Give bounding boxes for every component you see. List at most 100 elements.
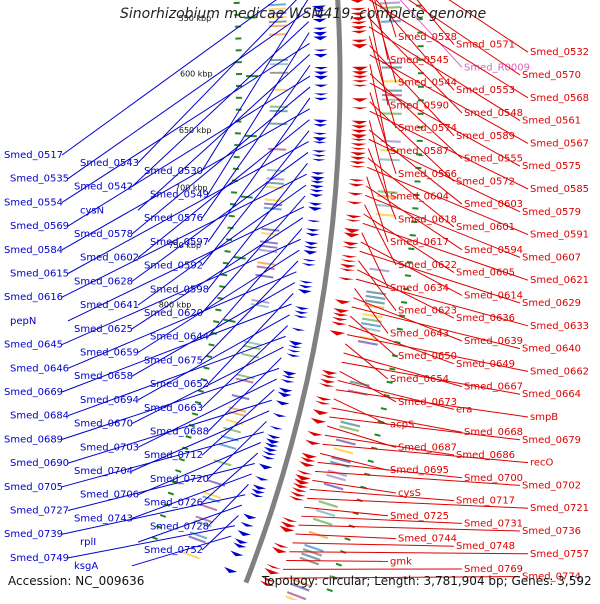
minor-tick xyxy=(198,390,204,391)
gene-label-plus: Smed_0579 xyxy=(522,207,581,218)
plus-strand-gene xyxy=(350,161,366,164)
gene-label-plus: Smed_0590 xyxy=(390,100,449,111)
gene-label-plus: Smed_0649 xyxy=(456,359,515,370)
minor-tick xyxy=(209,344,215,345)
plus-strand-gene xyxy=(322,370,338,375)
gene-label-minus: Smed_0727 xyxy=(10,506,69,517)
gene-connector xyxy=(202,65,310,218)
minus-strand-gene xyxy=(255,476,268,480)
minus-strand-gene xyxy=(314,85,328,87)
minor-tick xyxy=(408,248,414,249)
gene-label-minus: Smed_0616 xyxy=(4,292,63,303)
gene-label-minus: Smed_0584 xyxy=(4,245,63,256)
minor-tick xyxy=(412,208,418,209)
gene-label-plus: smpB xyxy=(530,412,558,423)
plus-strand-gene xyxy=(350,157,366,160)
gene-connector xyxy=(362,233,388,288)
minus-strand-gene xyxy=(309,202,323,205)
plus-strand-gene xyxy=(305,440,320,445)
gene-label-minus: Smed_0576 xyxy=(144,213,203,224)
cog-block xyxy=(318,500,338,508)
gene-label-plus: Smed_0567 xyxy=(530,138,589,149)
gene-label-plus: Smed_0568 xyxy=(530,93,589,104)
gene-connector xyxy=(202,131,309,266)
gene-label-minus: Smed_0543 xyxy=(80,158,139,169)
minor-tick xyxy=(213,321,219,322)
plus-strand-gene xyxy=(319,383,335,387)
gene-connector xyxy=(367,177,388,243)
minus-strand-gene xyxy=(313,36,327,40)
plus-strand-gene xyxy=(352,85,368,87)
gene-label-minus: Smed_0720 xyxy=(150,474,209,485)
plus-strand-gene xyxy=(292,487,307,492)
plus-strand-gene xyxy=(297,470,312,474)
plus-strand-gene xyxy=(347,192,363,195)
plus-strand-gene xyxy=(347,201,363,204)
gene-label-minus: Smed_0690 xyxy=(10,458,69,469)
gene-label-minus: Smed_0569 xyxy=(10,221,69,232)
gene-label-minus: Smed_0670 xyxy=(74,419,133,430)
minus-strand-gene xyxy=(294,315,308,318)
minus-strand-gene xyxy=(261,455,274,459)
minus-strand-gene xyxy=(314,98,328,101)
gene-label-minus: Smed_0535 xyxy=(10,174,69,185)
gene-label-plus: Smed_0589 xyxy=(456,131,515,142)
cog-block xyxy=(208,479,226,486)
gene-label-minus: Smed_0625 xyxy=(74,324,133,335)
gene-label-minus: Smed_0712 xyxy=(144,450,203,461)
minus-strand-gene xyxy=(311,172,325,175)
plus-strand-gene xyxy=(281,521,296,527)
gene-label-plus: Smed_0736 xyxy=(522,526,581,537)
minus-strand-gene xyxy=(299,280,313,283)
cog-block xyxy=(214,459,232,466)
minus-strand-gene xyxy=(287,349,301,352)
plus-strand-gene xyxy=(352,67,368,71)
plus-strand-gene xyxy=(340,259,356,262)
plus-strand-gene xyxy=(351,121,367,125)
gene-label-plus: Smed_0664 xyxy=(522,389,581,400)
gene-label-plus: Smed_0621 xyxy=(530,275,589,286)
minus-strand-gene xyxy=(298,289,312,294)
minus-strand-gene xyxy=(312,150,326,153)
backbone-arc xyxy=(246,0,340,583)
plus-strand-gene xyxy=(307,431,322,436)
gene-label-minus: Smed_0752 xyxy=(144,545,203,556)
gene-label-plus: Smed_0629 xyxy=(522,298,581,309)
cog-block xyxy=(269,33,287,36)
minus-strand-gene xyxy=(311,176,325,180)
plus-strand-gene xyxy=(351,26,367,30)
gene-label-minus: Smed_0517 xyxy=(4,150,63,161)
minor-tick xyxy=(203,367,209,368)
cog-block xyxy=(365,295,385,300)
gene-label-plus: Smed_0566 xyxy=(398,169,457,180)
minus-strand-gene xyxy=(279,388,293,393)
gene-label-minus: Smed_0669 xyxy=(4,387,63,398)
minus-strand-gene xyxy=(312,159,326,161)
plus-strand-gene xyxy=(313,409,329,415)
minus-strand-gene xyxy=(310,189,324,192)
gene-label-plus: Smed_0591 xyxy=(530,230,589,241)
minus-strand-gene xyxy=(276,400,290,405)
gene-label-plus: Smed_0757 xyxy=(530,549,589,560)
gene-label-minus: Smed_0641 xyxy=(80,300,139,311)
minus-strand-gene xyxy=(281,379,295,383)
cog-block xyxy=(361,322,381,328)
gene-label-minus: Smed_0646 xyxy=(10,363,69,374)
gene-label-plus: Smed_0748 xyxy=(456,541,515,552)
minor-tick xyxy=(175,470,181,472)
gene-label-plus: Smed_0614 xyxy=(464,290,523,301)
minor-tick xyxy=(152,537,158,539)
minus-strand-gene xyxy=(313,27,327,30)
plus-strand-gene xyxy=(333,308,349,313)
cog-block xyxy=(362,317,382,322)
gene-label-minus: Smed_0684 xyxy=(10,411,69,422)
gene-connector xyxy=(202,453,258,503)
plus-strand-gene xyxy=(315,400,331,404)
minor-tick xyxy=(160,515,166,517)
plus-strand-gene xyxy=(351,130,367,133)
map-title: Sinorhizobium medicae WSM419, complete g… xyxy=(120,6,486,22)
plus-strand-gene xyxy=(295,474,310,480)
gene-label-plus: Smed_0604 xyxy=(390,192,449,203)
minor-tick xyxy=(401,302,407,303)
gene-label-minus: Smed_0628 xyxy=(74,276,133,287)
